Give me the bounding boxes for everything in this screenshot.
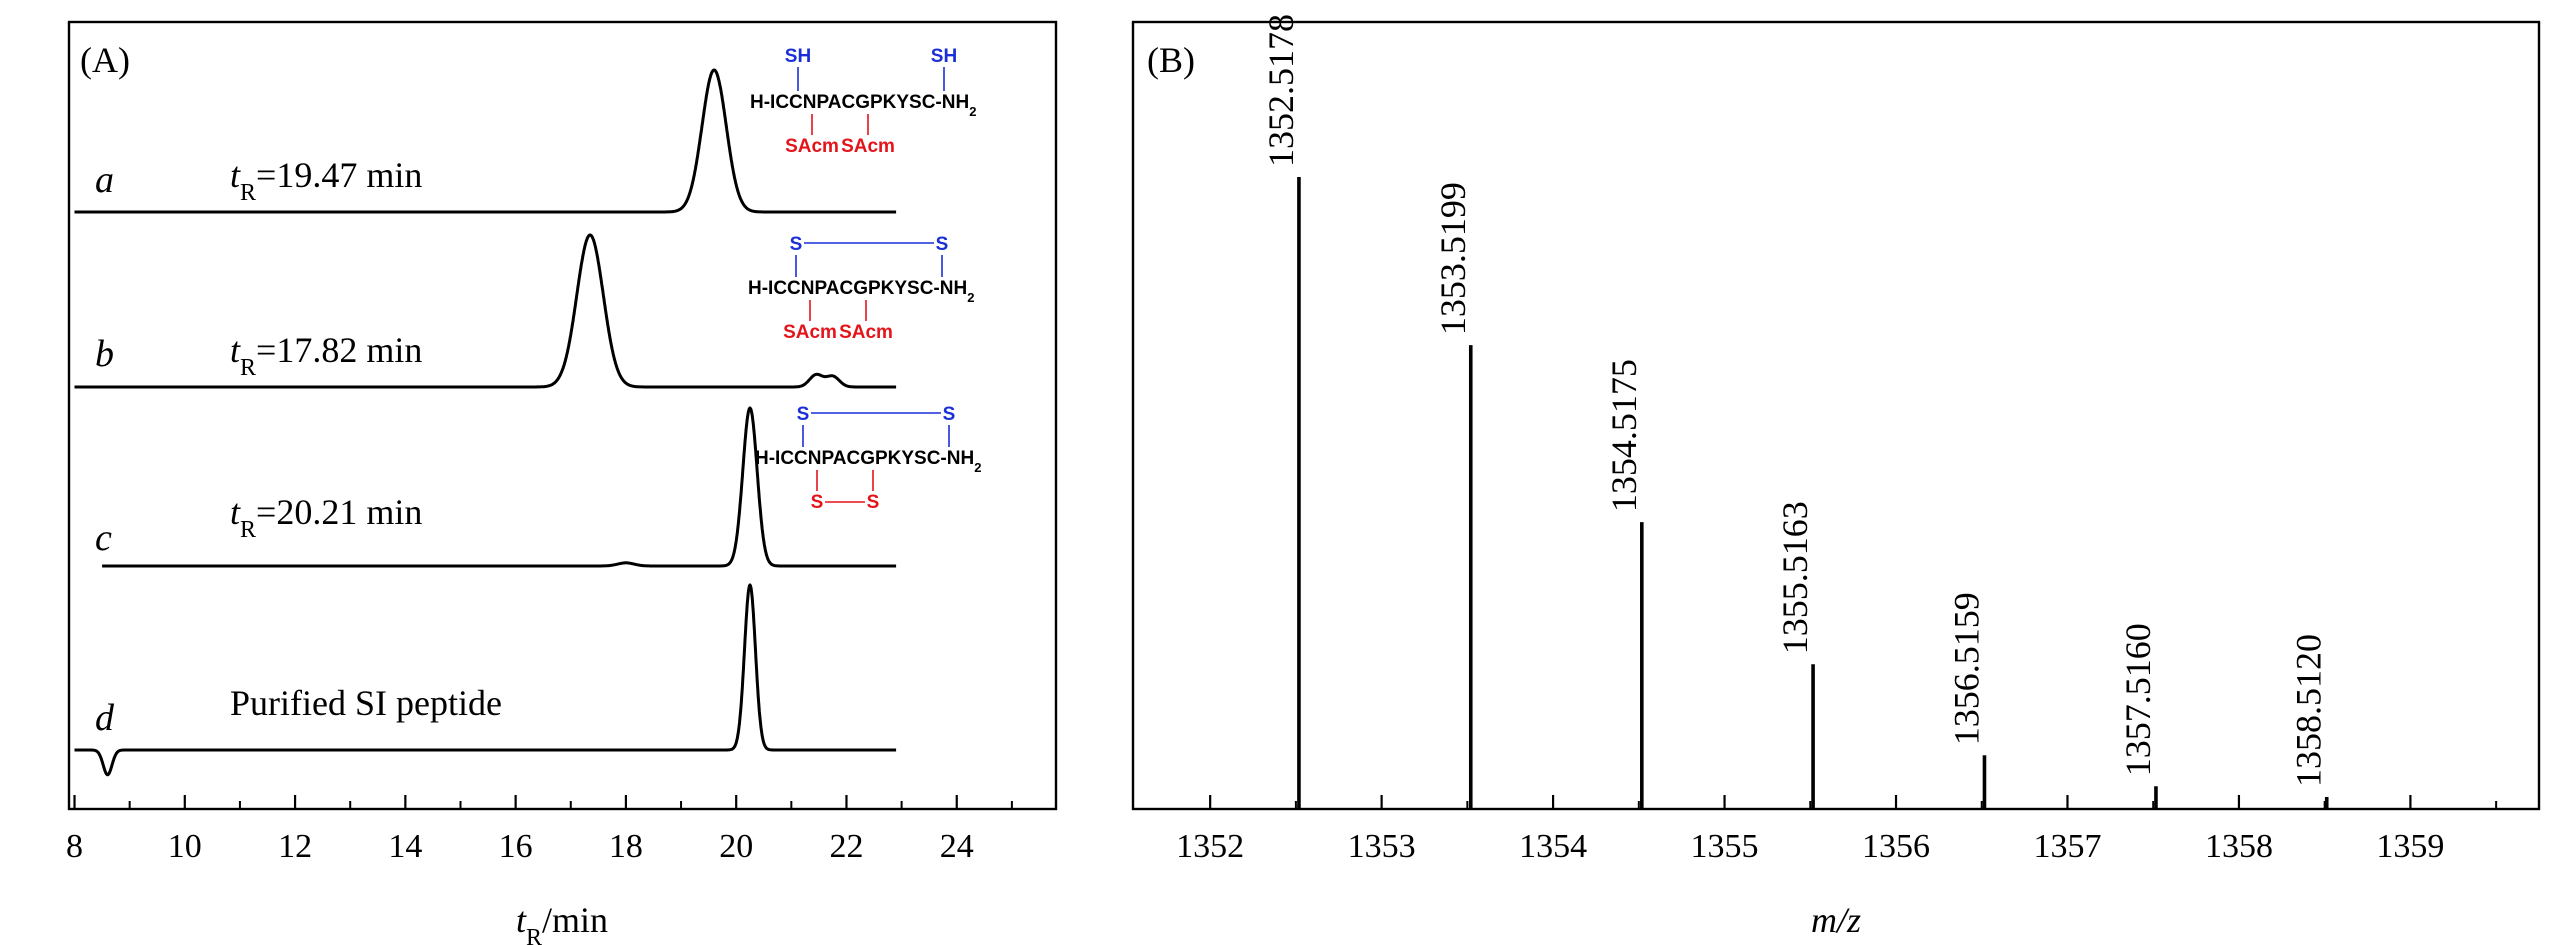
x-tick-label: 20 bbox=[719, 828, 753, 865]
trace-label-b: b bbox=[95, 333, 114, 375]
mass-peak-label: 1353.5199 bbox=[1433, 182, 1473, 335]
retention-time-b: tR=17.82 min bbox=[230, 330, 422, 381]
bottom-protect-label: SAcm bbox=[783, 322, 837, 343]
x-label-unit: /min bbox=[542, 900, 608, 940]
panel-a-x-axis: 8 10 12 14 16 18 20 22 24 bbox=[66, 795, 1013, 865]
bottom-protect-label: SAcm bbox=[785, 136, 839, 157]
peptide-sequence: H-ICCNPACGPKYSC-NH2 bbox=[748, 278, 974, 305]
mass-peak-label: 1358.5120 bbox=[2289, 634, 2329, 787]
trace-b bbox=[73, 233, 897, 389]
x-tick-label: 1356 bbox=[1862, 828, 1930, 865]
x-tick-label: 1352 bbox=[1176, 828, 1244, 865]
trace-c bbox=[101, 406, 897, 568]
x-tick-label: 24 bbox=[940, 828, 974, 865]
x-tick-label: 22 bbox=[829, 828, 863, 865]
mass-peak-label: 1356.5159 bbox=[1946, 592, 1986, 745]
top-thiol-label: SH bbox=[785, 46, 811, 67]
panel-b: (B) 1352 1353 1354 1355 1356 1357 1358 1359 135… bbox=[1131, 14, 2541, 940]
top-thiol-label: SH bbox=[931, 46, 957, 67]
panel-a-annotations: a tR=19.47 min b tR=17.82 min c tR=20.21 min d… bbox=[95, 155, 502, 739]
x-tick-label: 1358 bbox=[2205, 828, 2273, 865]
mass-peak-label: 1352.5178 bbox=[1261, 14, 1301, 167]
x-tick-label: 8 bbox=[66, 828, 83, 865]
bottom-protect-label: S bbox=[811, 492, 824, 513]
x-tick-label: 1357 bbox=[2033, 828, 2101, 865]
mass-peak-label: 1357.5160 bbox=[2118, 623, 2158, 776]
panel-a-label: (A) bbox=[80, 40, 130, 80]
panel-b-x-label: m/z bbox=[1811, 900, 1861, 940]
mass-peak-label: 1355.5163 bbox=[1775, 501, 1815, 654]
x-tick-label: 10 bbox=[168, 828, 202, 865]
panel-a-traces bbox=[73, 68, 897, 777]
x-tick-label: 1355 bbox=[1691, 828, 1759, 865]
top-thiol-label: S bbox=[936, 234, 949, 255]
bottom-protect-label: S bbox=[867, 492, 880, 513]
top-thiol-label: S bbox=[943, 404, 956, 425]
top-thiol-label: S bbox=[790, 234, 803, 255]
panel-a-x-label: tR/min bbox=[516, 900, 608, 945]
panel-b-peaks: 1352.5178 1353.5199 1354.5175 1355.5163 1356… bbox=[1261, 14, 2329, 809]
retention-time-a: tR=19.47 min bbox=[230, 155, 422, 206]
trace-label-d: d bbox=[95, 697, 115, 739]
bottom-protect-label: SAcm bbox=[839, 322, 893, 343]
mass-peak-label: 1354.5175 bbox=[1604, 359, 1644, 512]
peptide-structure-c: H-ICCNPACGPKYSC-NH2 S S S S bbox=[755, 404, 981, 513]
x-tick-label: 1353 bbox=[1348, 828, 1416, 865]
panel-a-frame bbox=[67, 20, 1058, 811]
trace-label-a: a bbox=[95, 159, 114, 201]
x-tick-label: 18 bbox=[609, 828, 643, 865]
panel-b-x-axis: 1352 1353 1354 1355 1356 1357 1358 1359 bbox=[1176, 795, 2498, 865]
x-tick-label: 1359 bbox=[2376, 828, 2444, 865]
peptide-structure-a: H-ICCNPACGPKYSC-NH2 SH SH SAcm SAcm bbox=[750, 46, 976, 157]
peptide-sequence: H-ICCNPACGPKYSC-NH2 bbox=[750, 92, 976, 119]
retention-time-d: Purified SI peptide bbox=[230, 683, 502, 723]
x-tick-label: 14 bbox=[388, 828, 422, 865]
x-tick-label: 12 bbox=[278, 828, 312, 865]
trace-d bbox=[73, 583, 897, 777]
peptide-sequence: H-ICCNPACGPKYSC-NH2 bbox=[755, 448, 981, 475]
top-thiol-label: S bbox=[797, 404, 810, 425]
x-label-sub: R bbox=[526, 925, 542, 945]
x-label-t: t bbox=[516, 900, 527, 940]
x-tick-label: 1354 bbox=[1519, 828, 1587, 865]
bottom-protect-label: SAcm bbox=[841, 136, 895, 157]
trace-a bbox=[73, 68, 897, 214]
panel-a: (A) 8 10 12 14 16 18 20 22 24 a tR=19.47 min b tR=1… bbox=[66, 20, 1058, 945]
retention-time-c: tR=20.21 min bbox=[230, 492, 422, 543]
panel-b-label: (B) bbox=[1147, 40, 1195, 80]
panel-b-frame bbox=[1131, 20, 2541, 811]
trace-label-c: c bbox=[95, 517, 112, 559]
x-tick-label: 16 bbox=[499, 828, 533, 865]
peptide-structure-b: H-ICCNPACGPKYSC-NH2 S S SAcm SAcm bbox=[748, 234, 974, 343]
